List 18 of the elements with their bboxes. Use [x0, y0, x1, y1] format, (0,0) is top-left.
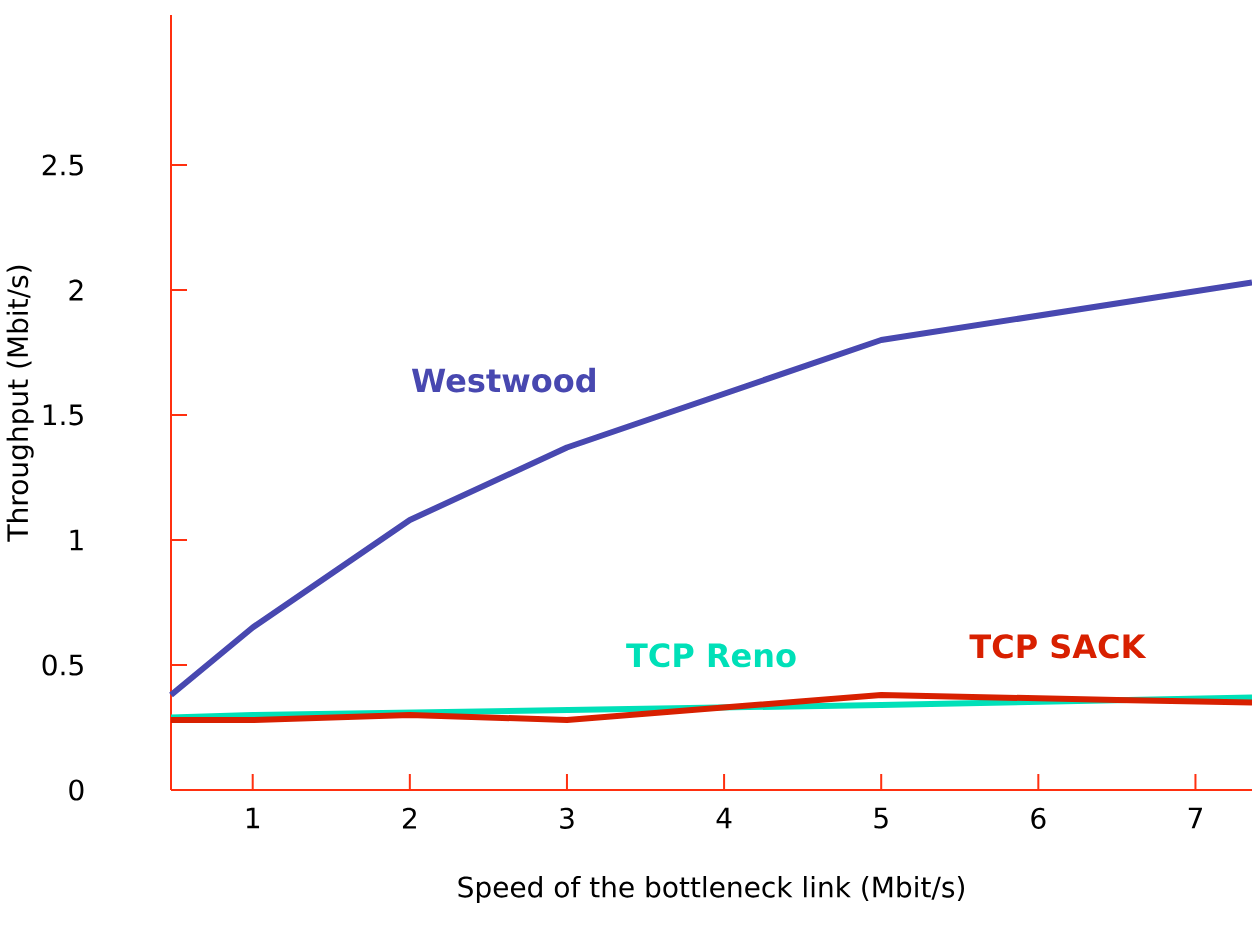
- y-tick-label: 1: [70, 529, 83, 551]
- x-axis-title: Speed of the bottleneck link (Mbit/s): [458, 875, 965, 904]
- series-label: TCP Reno: [626, 643, 796, 668]
- y-tick-label: 0: [69, 779, 84, 801]
- x-tick-label: 6: [1031, 807, 1046, 829]
- y-tick-label: 0.5: [42, 654, 83, 676]
- y-tick-label: 2: [69, 279, 83, 301]
- x-tick-label: 1: [246, 807, 260, 829]
- x-tick-label: 2: [402, 807, 416, 829]
- x-tick-label: 4: [716, 807, 732, 829]
- x-tick-label: 7: [1188, 807, 1202, 829]
- y-axis-title: Throughput (Mbit/s): [6, 265, 34, 542]
- y-tick-label: 2.5: [42, 154, 83, 176]
- x-tick-label: 5: [874, 807, 888, 829]
- x-tick-label: 3: [560, 807, 574, 829]
- y-tick-label: 1.5: [43, 404, 83, 426]
- series-label: Westwood: [411, 367, 595, 393]
- series-label: TCP SACK: [969, 634, 1147, 659]
